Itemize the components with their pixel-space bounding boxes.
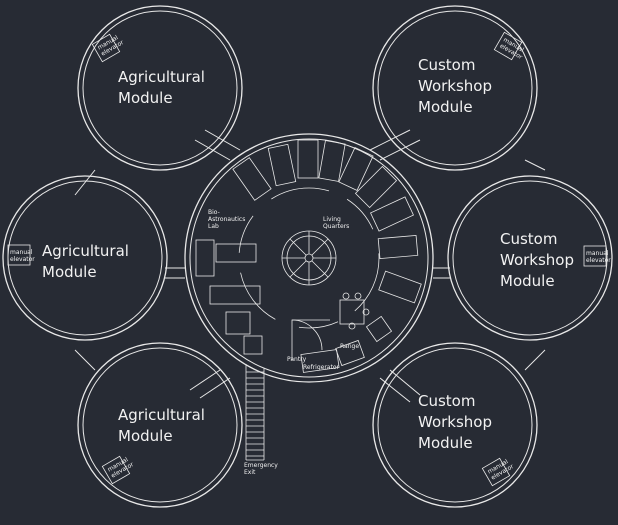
elevator-label: elevator: [586, 257, 611, 264]
module-label: Module: [500, 272, 555, 290]
module-label: Workshop: [418, 77, 492, 95]
module-label: Agricultural: [42, 242, 129, 260]
refrigerator-label: Refrigerator: [303, 364, 340, 371]
module-agri-bottom: manual elevator Agricultural Module: [77, 342, 243, 508]
living-quarters-label: Quarters: [323, 223, 349, 230]
lab-label: Astronautics: [208, 216, 245, 223]
module-connectors: [74, 129, 546, 403]
elevator-label: elevator: [10, 256, 35, 263]
module-label: Workshop: [418, 413, 492, 431]
module-label: Module: [118, 89, 173, 107]
range-label: Range: [340, 343, 359, 350]
kitchen-fixtures: [291, 292, 393, 373]
central-hub: Bio- Astronautics Lab Living Quarters Pa…: [184, 133, 434, 383]
manual-elevator-agri-left: manual elevator: [7, 244, 35, 266]
module-label: Agricultural: [118, 68, 205, 86]
lab-equipment: [195, 239, 263, 355]
manual-elevator-agri-bottom: manual elevator: [101, 455, 135, 485]
module-label: Custom: [418, 392, 475, 410]
module-agri-left: manual elevator Agricultural Module: [2, 175, 168, 341]
bunk-beds: [232, 139, 422, 304]
manual-elevator-workshop-top: manual elevator: [493, 31, 525, 61]
module-workshop-bottom: manual elevator Custom Workshop Module: [372, 342, 538, 508]
manual-elevator-workshop-bottom: manual elevator: [481, 457, 515, 487]
spiral-staircase: [281, 230, 337, 286]
emergency-exit-label: Emergency: [244, 462, 278, 469]
module-label: Module: [418, 434, 473, 452]
manual-elevator-workshop-right: manual elevator: [583, 245, 611, 267]
module-label: Module: [42, 263, 97, 281]
lab-label: Lab: [208, 223, 219, 230]
module-label: Agricultural: [118, 406, 205, 424]
manual-elevator-agri-top: manual elevator: [91, 33, 125, 63]
living-quarters-label: Living: [323, 216, 341, 223]
module-label: Module: [418, 98, 473, 116]
emergency-exit-ladder: Emergency Exit: [244, 364, 278, 476]
emergency-exit-label: Exit: [244, 469, 256, 476]
module-agri-top: manual elevator Agricultural Module: [77, 5, 243, 171]
elevator-label: manual: [10, 249, 33, 256]
module-label: Custom: [418, 56, 475, 74]
module-label: Workshop: [500, 251, 574, 269]
module-label: Module: [118, 427, 173, 445]
elevator-label: manual: [586, 250, 609, 257]
module-workshop-right: manual elevator Custom Workshop Module: [447, 175, 613, 341]
module-label: Custom: [500, 230, 557, 248]
module-workshop-top: manual elevator Custom Workshop Module: [372, 5, 538, 171]
pantry-label: Pantry: [287, 356, 307, 363]
lab-label: Bio-: [208, 209, 220, 216]
